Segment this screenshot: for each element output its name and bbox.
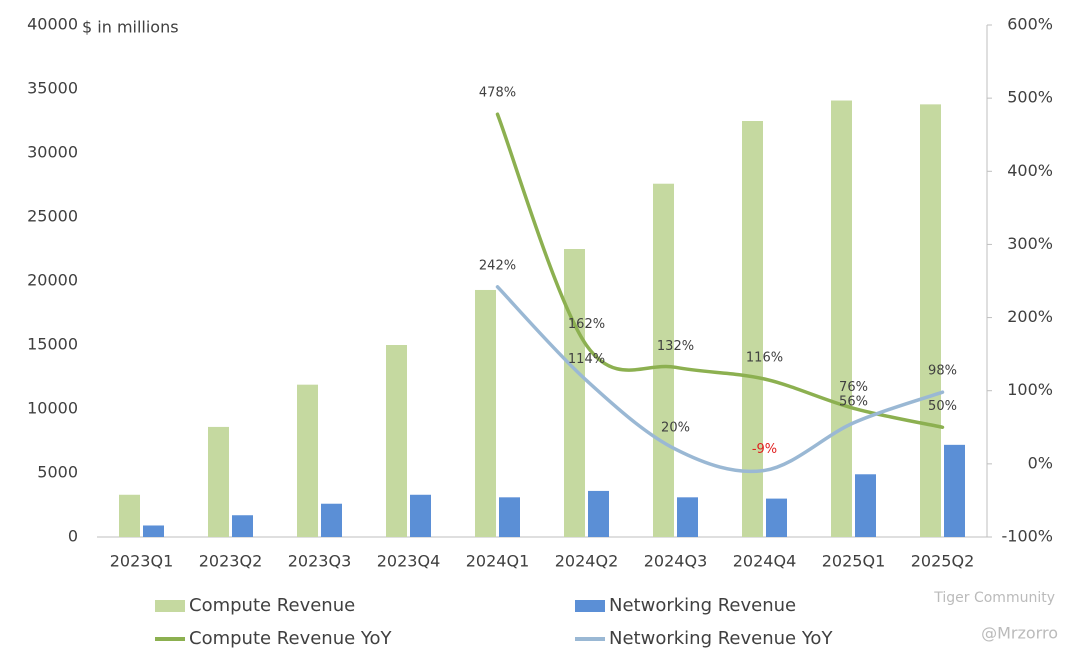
bar [208,426,229,537]
legend-label: Networking Revenue [609,595,796,616]
line [495,285,945,474]
x-tick-label: 2025Q1 [822,552,886,571]
data-label: -9% [752,442,777,457]
bar [321,503,342,537]
legend-label: Networking Revenue YoY [609,628,833,649]
y-tick-label: 15000 [27,335,78,354]
bar [855,474,876,537]
y-tick-label: 30000 [27,143,78,162]
bar [119,494,140,537]
y2-tick-label: 100% [1007,380,1053,399]
x-tick-label: 2024Q1 [466,552,530,571]
bar [564,249,585,537]
bar [766,498,787,537]
y-tick-label: 35000 [27,79,78,98]
watermark: @Mrzorro [981,624,1058,643]
bar [653,183,674,537]
y-tick-label: 0 [68,527,78,546]
y2-tick-label: 500% [1007,88,1053,107]
x-tick-label: 2024Q3 [644,552,708,571]
data-label: 114% [568,352,605,367]
data-label: 478% [479,86,516,101]
y2-tick-label: -100% [1001,527,1053,546]
y-tick-label: 5000 [37,463,78,482]
data-label: 56% [839,394,868,409]
data-label: 242% [479,258,516,273]
data-label: 116% [746,351,783,366]
y-tick-label: 40000 [27,15,78,34]
bar [386,345,407,537]
legend-label: Compute Revenue [189,595,355,616]
x-tick-label: 2023Q3 [288,552,352,571]
legend-swatch [575,600,605,612]
y2-tick-label: 400% [1007,161,1053,180]
bar [143,525,164,537]
bar [475,289,496,537]
data-label: 20% [661,421,690,436]
legend-label: Compute Revenue YoY [189,628,393,649]
x-tick-label: 2023Q1 [110,552,174,571]
chart-title: $ in millions [82,18,179,37]
data-label: 76% [839,380,868,395]
bar [499,497,520,537]
y-tick-label: 10000 [27,399,78,418]
bar [410,494,431,537]
data-label: 162% [568,317,605,332]
legend-swatch [155,600,185,612]
bar [677,497,698,537]
bar [742,121,763,537]
bar [944,444,965,537]
x-tick-label: 2024Q2 [555,552,619,571]
data-label: 50% [928,399,957,414]
bar [588,490,609,537]
bar [232,515,253,537]
line [495,112,945,430]
x-tick-label: 2023Q2 [199,552,263,571]
y2-tick-label: 200% [1007,307,1053,326]
y-tick-label: 20000 [27,271,78,290]
bar [831,100,852,538]
watermark: Tiger Community [933,590,1055,606]
data-label: 98% [928,364,957,379]
y2-tick-label: 0% [1028,453,1053,472]
data-label: 132% [657,339,694,354]
y-tick-label: 25000 [27,207,78,226]
x-tick-label: 2023Q4 [377,552,441,571]
bar [920,104,941,538]
y2-tick-label: 600% [1007,15,1053,34]
y2-tick-label: 300% [1007,234,1053,253]
x-tick-label: 2024Q4 [733,552,797,571]
bar [297,384,318,537]
x-tick-label: 2025Q2 [911,552,975,571]
